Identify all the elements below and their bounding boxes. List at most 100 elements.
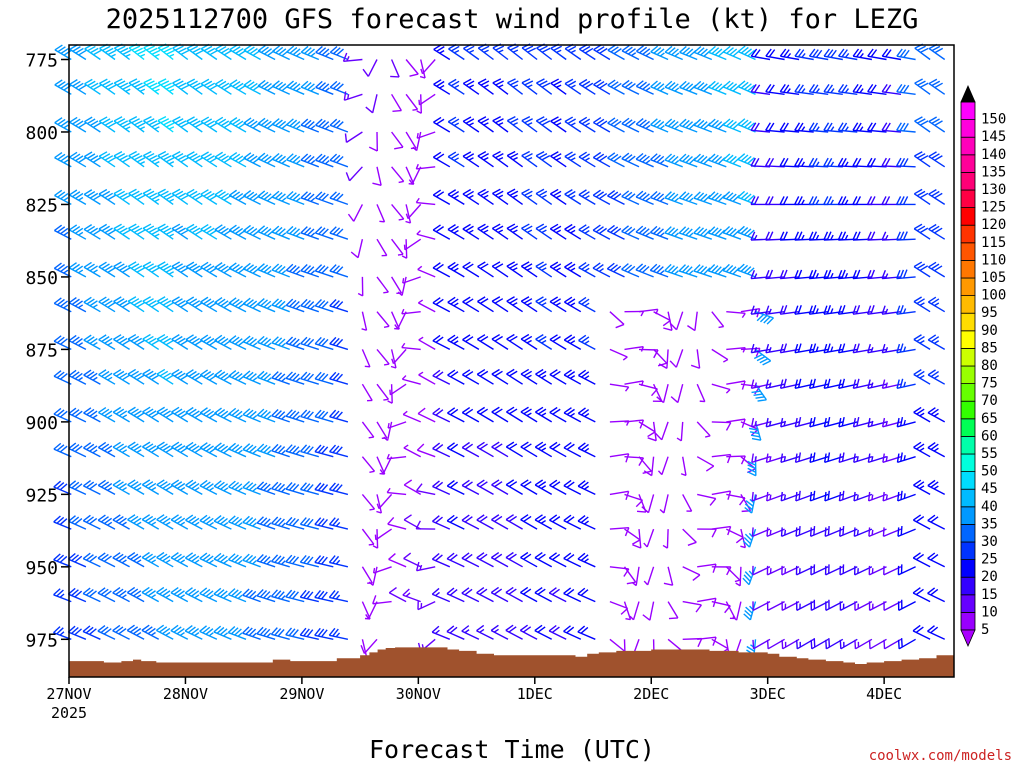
- wind-barb: [682, 528, 697, 546]
- wind-barb: [693, 80, 713, 95]
- wind-barb: [462, 369, 480, 385]
- wind-barb: [638, 421, 656, 438]
- wind-barb: [376, 494, 383, 514]
- wind-barb: [126, 624, 145, 640]
- colorbar-swatch: [960, 171, 976, 191]
- wind-barb: [157, 223, 175, 240]
- wind-barb: [577, 552, 596, 568]
- wind-barb: [128, 78, 146, 95]
- wind-barb: [256, 481, 276, 496]
- colorbar-swatch: [960, 154, 976, 173]
- wind-barb: [271, 225, 290, 240]
- x-tick-label: 30NOV: [396, 685, 441, 703]
- wind-barb: [697, 493, 717, 506]
- wind-barb: [416, 443, 436, 458]
- wind-barb: [186, 78, 204, 95]
- wind-barb: [270, 589, 290, 603]
- wind-barb: [391, 131, 404, 150]
- colorbar-label: 55: [981, 446, 998, 462]
- wind-barb: [432, 262, 451, 278]
- wind-barb: [794, 48, 814, 61]
- wind-barb: [329, 371, 349, 385]
- wind-barb: [420, 59, 436, 75]
- wind-barb: [229, 117, 247, 133]
- wind-barb: [521, 116, 538, 133]
- wind-barb: [578, 334, 596, 351]
- wind-barb: [329, 264, 349, 278]
- wind-barb: [592, 224, 611, 240]
- wind-barb: [534, 514, 553, 530]
- wind-barb: [693, 226, 713, 240]
- wind-barb: [928, 188, 946, 205]
- wind-barb: [659, 494, 669, 514]
- y-axis: 775 800 825 850 875 900 925 950 975: [25, 50, 69, 651]
- chart-title: 2025112700 GFS forecast wind profile (kt…: [106, 4, 919, 35]
- wind-barb: [461, 587, 480, 603]
- wind-barb: [491, 479, 509, 496]
- wind-barb: [592, 151, 611, 168]
- wind-barb: [564, 78, 582, 95]
- wind-barb: [621, 190, 640, 206]
- wind-barb: [271, 152, 290, 168]
- wind-barb: [476, 334, 494, 350]
- wind-barb: [707, 191, 727, 206]
- wind-barb: [680, 456, 687, 477]
- wind-barb: [272, 45, 290, 61]
- wind-barb: [491, 296, 509, 313]
- wind-barb: [213, 480, 232, 496]
- wind-barb: [607, 152, 625, 168]
- wind-barb: [657, 456, 669, 476]
- wind-barb: [368, 566, 378, 586]
- wind-barb: [390, 59, 400, 78]
- wind-barb: [550, 78, 567, 95]
- wind-barb: [779, 48, 800, 61]
- wind-barb: [765, 48, 785, 61]
- wind-barb: [823, 48, 843, 61]
- wind-barb: [357, 276, 364, 297]
- wind-barb: [256, 370, 276, 385]
- wind-barb: [550, 188, 567, 205]
- wind-barb: [563, 407, 582, 423]
- wind-barb: [507, 78, 524, 95]
- wind-barb: [678, 118, 698, 133]
- wind-barb: [779, 83, 800, 95]
- colorbar-top-arrow: [960, 85, 976, 103]
- colorbar-swatch: [960, 119, 976, 138]
- wind-barb: [505, 586, 523, 603]
- wind-barb: [271, 481, 290, 496]
- wind-barb: [650, 80, 669, 95]
- wind-barb: [621, 225, 640, 240]
- wind-barb: [431, 625, 451, 640]
- wind-barb: [143, 115, 161, 133]
- wind-barb: [823, 83, 843, 95]
- wind-barb: [156, 514, 174, 530]
- wind-barb: [491, 223, 509, 240]
- wind-barb: [577, 407, 596, 423]
- wind-barb: [314, 444, 334, 458]
- wind-barb: [376, 204, 386, 223]
- wind-barb: [696, 456, 715, 472]
- wind-barb: [635, 190, 654, 206]
- wind-barb: [563, 625, 582, 640]
- wind-barb: [682, 494, 693, 512]
- wind-barb: [376, 238, 388, 257]
- wind-barb: [621, 44, 640, 61]
- wind-barb: [927, 442, 946, 458]
- wind-barb: [300, 118, 320, 133]
- wind-barb: [418, 371, 436, 385]
- wind-barb: [342, 52, 363, 63]
- colorbar-label: 110: [981, 252, 1006, 268]
- wind-barb: [256, 443, 276, 458]
- wind-barb: [156, 368, 175, 385]
- wind-barb: [361, 493, 376, 511]
- wind-barb: [98, 116, 117, 133]
- wind-barb: [693, 153, 713, 168]
- wind-barb: [200, 151, 218, 168]
- wind-barb: [711, 638, 729, 653]
- wind-barb: [578, 116, 596, 133]
- wind-barb: [285, 371, 305, 385]
- wind-barb: [726, 311, 746, 319]
- wind-barb: [447, 151, 465, 168]
- wind-barb: [742, 528, 757, 548]
- wind-barb: [912, 587, 931, 603]
